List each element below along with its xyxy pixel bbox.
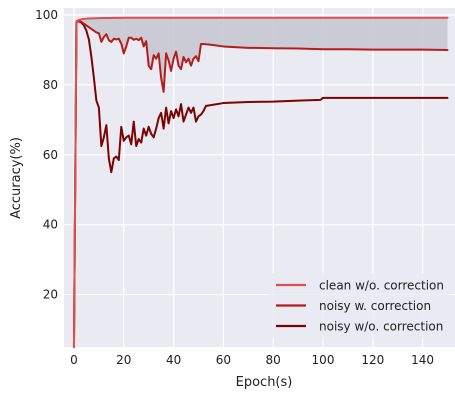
- x-tick-label: 120: [361, 353, 384, 367]
- x-tick-label: 0: [70, 353, 78, 367]
- x-tick-label: 60: [216, 353, 231, 367]
- x-tick-labels: 0 20 40 60 80 100 120 140: [70, 353, 434, 367]
- grid: [64, 8, 455, 347]
- series-line-1: [72, 19, 449, 348]
- y-tick-labels: 20 40 60 80 100: [35, 8, 58, 302]
- shaded-gap: [76, 17, 448, 92]
- y-axis-label: Accuracy(%): [9, 137, 24, 219]
- series-line-0: [72, 16, 449, 348]
- legend-label-noisy-corrected: noisy w. correction: [319, 299, 431, 313]
- series-line-2: [72, 20, 449, 348]
- x-tick-label: 80: [266, 353, 281, 367]
- x-axis-label: Epoch(s): [236, 375, 293, 390]
- y-tick-label: 80: [43, 78, 58, 92]
- legend-label-noisy-uncorrected: noisy w/o. correction: [319, 320, 443, 334]
- x-tick-label: 140: [411, 353, 434, 367]
- legend-box: [268, 273, 449, 339]
- legend-label-clean: clean w/o. correction: [319, 279, 444, 293]
- shaded-gap-area: [76, 17, 448, 92]
- x-tick-label: 100: [312, 353, 335, 367]
- series-lines: [72, 16, 449, 348]
- y-tick-label: 100: [35, 8, 58, 22]
- legend: clean w/o. correction noisy w. correctio…: [268, 273, 449, 339]
- x-tick-label: 40: [166, 353, 181, 367]
- y-tick-label: 60: [43, 148, 58, 162]
- y-tick-label: 20: [43, 288, 58, 302]
- x-tick-label: 20: [116, 353, 131, 367]
- y-tick-label: 40: [43, 218, 58, 232]
